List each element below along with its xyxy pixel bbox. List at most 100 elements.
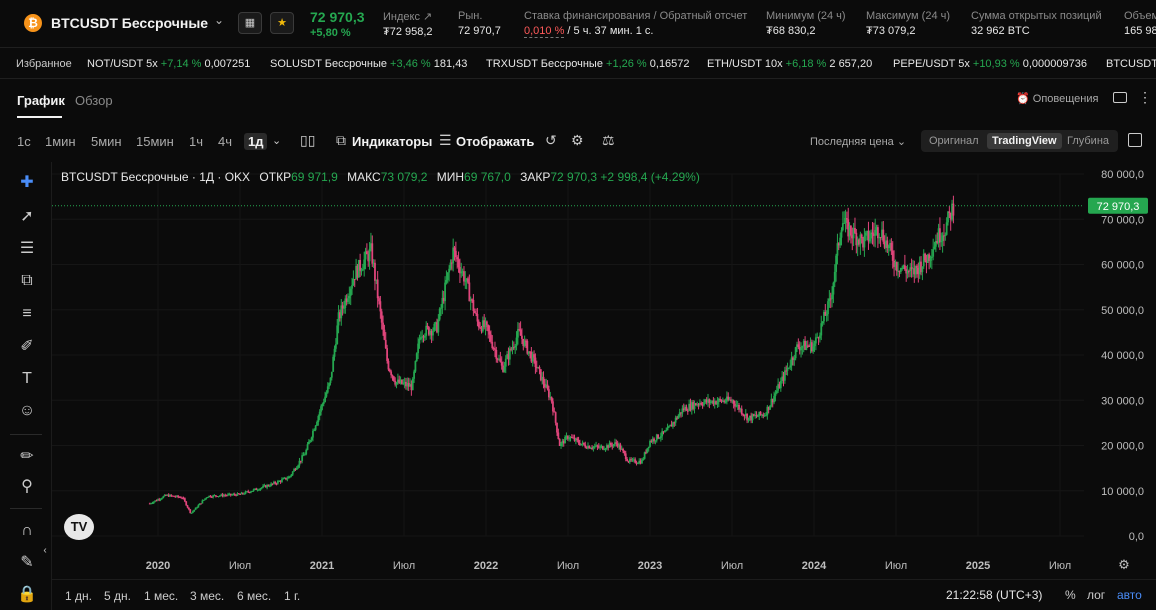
range-6m[interactable]: 6 мес.	[237, 589, 272, 603]
view-depth[interactable]: Глубина	[1067, 135, 1110, 147]
candle-body	[604, 448, 607, 450]
horizontal-lines-icon[interactable]: ☰	[19, 240, 35, 257]
tab-chart[interactable]: График	[17, 93, 65, 108]
timeframe-4h[interactable]: 4ч	[218, 134, 233, 149]
favorite-item[interactable]: NOT/USDT 5x +7,14 % 0,007251	[87, 58, 251, 70]
candle-body	[529, 351, 531, 353]
range-5d[interactable]: 5 дн.	[104, 589, 131, 603]
collapse-arrow-icon[interactable]: ‹	[43, 545, 47, 556]
display-button[interactable]: Отображать	[456, 134, 535, 149]
timeframe-1h[interactable]: 1ч	[189, 134, 204, 149]
candle-body	[270, 483, 273, 486]
candle-body	[841, 223, 844, 231]
pattern-icon[interactable]: ⧉	[21, 272, 33, 289]
candle-body	[885, 240, 887, 248]
range-3m[interactable]: 3 мес.	[190, 589, 225, 603]
zoom-icon[interactable]: ⚲	[21, 478, 33, 495]
auto-toggle[interactable]: авто	[1117, 588, 1142, 602]
lock-pencil-icon[interactable]: ✎	[20, 554, 34, 571]
candle-body	[868, 238, 871, 242]
chevron-down-icon[interactable]: ⌄	[214, 13, 225, 27]
candle-body	[728, 399, 731, 401]
chevron-down-icon[interactable]: ⌄	[272, 135, 282, 147]
candle-body	[770, 398, 773, 406]
candle-body	[774, 393, 777, 397]
candle-body	[778, 384, 781, 389]
pair-title[interactable]: BTCUSDT Бессрочные	[51, 15, 209, 31]
log-toggle[interactable]: лог	[1087, 588, 1106, 602]
external-link-icon[interactable]: ↗	[423, 11, 433, 23]
candles-icon[interactable]: ▯▯	[300, 132, 316, 148]
candle-body	[349, 288, 352, 296]
candle-body	[444, 282, 446, 302]
chart-canvas[interactable]: 80 000,0 70 000,0 60 000,0 50 000,0 40 000,0…	[52, 162, 1156, 578]
candle-body	[450, 262, 453, 264]
scale-icon[interactable]: ⚖	[602, 132, 615, 148]
book-icon[interactable]: ▦	[238, 12, 262, 34]
favorite-item[interactable]: ETH/USDT 10x +6,18 % 2 657,20	[707, 58, 873, 70]
tradingview-logo[interactable]: TV	[64, 514, 94, 540]
price-chart[interactable]: 80 000,0 70 000,0 60 000,0 50 000,0 40 000,0…	[52, 162, 1156, 578]
candle-body	[810, 342, 813, 352]
emoji-icon[interactable]: ☺	[18, 402, 36, 419]
percent-toggle[interactable]: %	[1065, 588, 1076, 602]
candle-body	[596, 445, 599, 447]
candle-body	[934, 240, 937, 247]
magnet-icon[interactable]: ∩	[21, 522, 33, 539]
candle-body	[943, 235, 945, 237]
fullscreen-icon[interactable]	[1128, 133, 1142, 147]
template-icon[interactable]: ↺	[545, 132, 557, 148]
favorite-item[interactable]: SOLUSDT Бессрочные +3,46 % 181,43	[270, 58, 468, 70]
candle-body	[850, 225, 852, 236]
star-icon[interactable]: ★	[270, 12, 294, 34]
ruler-icon[interactable]: ✏	[20, 448, 34, 465]
timeframe-1d[interactable]: 1д	[244, 133, 268, 150]
clock[interactable]: 21:22:58 (UTC+3)	[946, 588, 1043, 602]
timeframe-5m[interactable]: 5мин	[91, 134, 122, 149]
favorite-item[interactable]: PEPE/USDT 5x +10,93 % 0,000009736	[893, 58, 1087, 70]
y-tick-label: 30 000,0	[1101, 395, 1144, 407]
range-1d[interactable]: 1 дн.	[65, 589, 92, 603]
fib-icon[interactable]: ≡	[22, 305, 32, 322]
candle-body	[348, 295, 351, 299]
indicators-button[interactable]: Индикаторы	[352, 134, 433, 149]
view-original[interactable]: Оригинал	[929, 135, 979, 147]
candle-body	[771, 398, 774, 403]
settings-gear-icon[interactable]: ⚙	[571, 132, 584, 148]
candle-body	[903, 265, 906, 270]
view-tradingview[interactable]: TradingView	[987, 133, 1062, 149]
candle-body	[461, 271, 464, 273]
candle-body	[742, 414, 744, 416]
candle-body	[752, 414, 755, 416]
layout-icon[interactable]	[1113, 92, 1127, 103]
candle-body	[680, 412, 682, 414]
display-icon[interactable]: ☰	[439, 132, 452, 148]
more-icon[interactable]: ⋮	[1138, 89, 1152, 105]
range-1m[interactable]: 1 мес.	[144, 589, 179, 603]
candle-body	[403, 381, 406, 383]
timeframe-15m[interactable]: 15мин	[136, 134, 174, 149]
candle-body	[473, 311, 476, 313]
candle-body	[535, 367, 538, 369]
favorite-item[interactable]: TRXUSDT Бессрочные +1,26 % 0,16572	[486, 58, 690, 70]
price-source-select[interactable]: Последняя цена ⌄	[810, 135, 906, 148]
candle-body	[415, 353, 418, 362]
brush-icon[interactable]: ✐	[20, 338, 34, 355]
timeframe-1s[interactable]: 1с	[17, 134, 31, 149]
candle-body	[276, 481, 279, 484]
crosshair-icon[interactable]: ✚	[20, 174, 34, 191]
range-1y[interactable]: 1 г.	[284, 589, 301, 603]
trend-line-icon[interactable]: ➚	[20, 208, 34, 225]
candle-body	[735, 405, 738, 407]
timeframe-1m[interactable]: 1мин	[45, 134, 76, 149]
favorite-item[interactable]: BTCUSDT	[1106, 58, 1156, 70]
lock-icon[interactable]: 🔒	[17, 586, 37, 603]
candle-body	[530, 351, 533, 362]
candle-body	[188, 507, 190, 510]
alerts-button[interactable]: ⏰ Оповещения	[1016, 92, 1098, 105]
candle-body	[734, 403, 736, 407]
candle-body	[173, 495, 175, 497]
tab-overview[interactable]: Обзор	[75, 93, 113, 108]
indicators-icon[interactable]: ⧉	[336, 132, 346, 148]
text-icon[interactable]: T	[22, 370, 32, 387]
